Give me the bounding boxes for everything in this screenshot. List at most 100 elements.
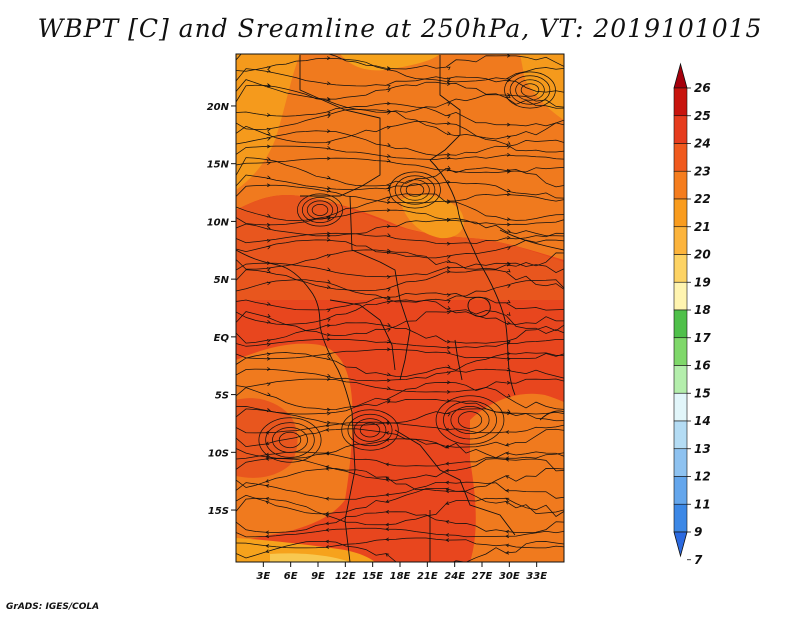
streamline-arrow xyxy=(386,196,391,201)
streamline xyxy=(236,145,564,160)
streamline-arrow xyxy=(507,54,511,58)
colorbar-label: 12 xyxy=(694,470,711,484)
streamline-arrow xyxy=(385,478,390,482)
streamline-arrow xyxy=(326,356,331,360)
streamline-arrow xyxy=(506,135,511,139)
streamline-arrow xyxy=(326,141,331,146)
streamline-arrow xyxy=(325,514,330,518)
streamline-arrow xyxy=(266,157,271,161)
streamline-arrow xyxy=(386,339,391,344)
streamline-arrow xyxy=(326,332,331,337)
streamline-arrow xyxy=(326,254,331,258)
streamline-arrow xyxy=(386,233,391,237)
streamline-arrow xyxy=(385,437,390,442)
streamline-arrow xyxy=(266,261,271,265)
streamline xyxy=(236,108,564,140)
colorbar-segment xyxy=(673,143,688,172)
streamline-arrow xyxy=(446,266,451,270)
y-axis-ticks: 20N 15N 10N 5N EQ 5S 10S 15S xyxy=(207,102,236,517)
streamline xyxy=(236,408,564,426)
streamline-arrow xyxy=(265,530,270,535)
streamline-arrow xyxy=(506,235,511,240)
streamline-arrow xyxy=(266,342,271,347)
y-tick-label: EQ xyxy=(214,333,230,344)
streamline-arrow xyxy=(266,281,271,286)
streamline-arrow xyxy=(386,372,391,377)
streamline xyxy=(236,352,564,377)
streamline-arrow xyxy=(386,295,391,300)
streamline xyxy=(236,309,564,336)
streamline-arrow xyxy=(265,479,270,483)
colorbar-label: 7 xyxy=(694,553,703,567)
streamline-arrow xyxy=(446,131,451,136)
y-tick-label: 15N xyxy=(207,160,230,171)
colorbar-segment xyxy=(673,115,688,144)
colorbar-label: 22 xyxy=(694,192,711,206)
streamline xyxy=(236,157,564,173)
y-tick-label: 10S xyxy=(208,448,229,459)
streamline-arrow xyxy=(446,310,451,315)
streamline-arrow xyxy=(266,245,271,250)
streamline-arrow xyxy=(446,180,451,184)
streamline xyxy=(236,239,564,259)
x-tick-label: 21E xyxy=(417,571,438,582)
streamline-arrow xyxy=(445,468,450,473)
streamline xyxy=(236,527,564,538)
streamline-arrow xyxy=(326,97,331,101)
streamline-arrow xyxy=(506,152,511,157)
streamline-arrow xyxy=(445,538,450,542)
x-tick-label: 30E xyxy=(499,571,520,582)
y-tick-label: 5N xyxy=(214,275,230,286)
streamline xyxy=(236,54,564,70)
streamline-arrow xyxy=(265,534,270,539)
streamline-eddy xyxy=(457,411,483,429)
streamline-arrow xyxy=(506,169,511,174)
streamline-arrow xyxy=(386,224,391,228)
streamline-eddy xyxy=(515,79,545,101)
streamline-eddy xyxy=(306,200,334,220)
streamline-arrow xyxy=(445,461,450,466)
field-region-north-inner xyxy=(236,194,564,300)
streamline xyxy=(236,292,564,311)
streamline-arrow xyxy=(266,408,271,413)
streamline-arrow xyxy=(385,492,390,497)
streamline-arrow xyxy=(266,382,271,387)
y-tick-label: 5S xyxy=(215,391,229,402)
streamline-eddy xyxy=(301,196,339,224)
streamline-arrow xyxy=(506,246,511,251)
streamline-arrow xyxy=(445,445,450,449)
streamline-arrow xyxy=(326,308,331,313)
streamline-arrow xyxy=(326,373,331,378)
streamline-arrow xyxy=(446,155,451,160)
streamline-arrow xyxy=(326,129,331,133)
streamline-arrow xyxy=(386,328,391,332)
streamline-arrow xyxy=(386,88,391,93)
streamline-arrow xyxy=(506,229,511,233)
streamline-arrow xyxy=(266,137,271,141)
streamline-arrow xyxy=(446,102,451,106)
streamline-arrow xyxy=(445,501,450,505)
streamline-arrow xyxy=(505,442,510,447)
streamline-arrow xyxy=(445,487,450,492)
streamline-eddy xyxy=(509,75,551,105)
streamline-arrow xyxy=(326,323,331,328)
streamline-eddy xyxy=(258,417,322,463)
streamline-arrow xyxy=(326,279,331,284)
streamline-eddy xyxy=(359,422,381,438)
streamline-arrow xyxy=(446,255,451,259)
y-tick-label: 10N xyxy=(207,217,230,228)
colorbar-bottom-arrow xyxy=(673,531,688,558)
streamline-arrow xyxy=(386,386,391,391)
x-tick-label: 33E xyxy=(526,571,547,582)
streamline-arrow xyxy=(386,300,391,305)
streamline-arrow xyxy=(505,550,510,555)
streamline-arrow xyxy=(325,423,330,428)
streamline-arrow xyxy=(326,188,331,193)
colorbar-label: 23 xyxy=(694,164,711,178)
streamline-arrow xyxy=(446,66,451,71)
colorbar-segment xyxy=(673,226,688,255)
streamline-arrow xyxy=(326,411,331,416)
border-east xyxy=(477,259,516,396)
streamline xyxy=(236,279,564,303)
border-ethiopia xyxy=(429,159,479,261)
